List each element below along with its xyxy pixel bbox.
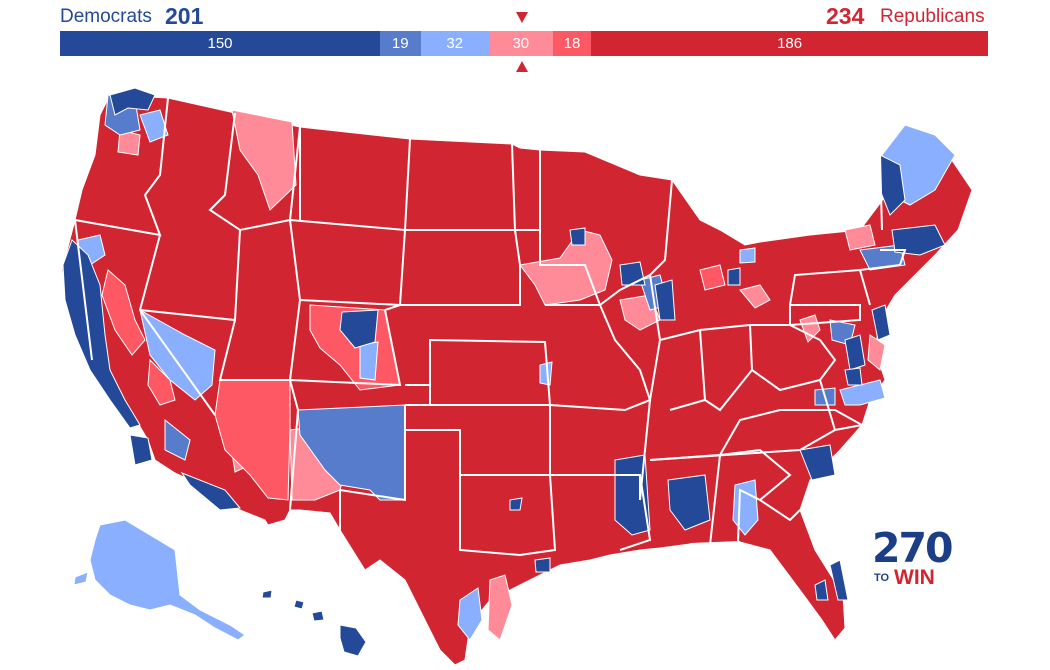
- district-region[interactable]: [867, 334, 886, 371]
- district-region[interactable]: [534, 557, 551, 573]
- district-region[interactable]: [139, 109, 169, 143]
- district-region[interactable]: [844, 334, 866, 371]
- district-region[interactable]: [129, 434, 153, 466]
- seat-segment-likely-rep: 18: [552, 31, 592, 56]
- district-region[interactable]: [569, 227, 586, 246]
- district-region[interactable]: [231, 109, 297, 211]
- district-region[interactable]: [101, 269, 146, 356]
- district-region[interactable]: [799, 444, 836, 481]
- district-region[interactable]: [180, 471, 241, 511]
- district-region[interactable]: [164, 418, 191, 461]
- state-hawaii[interactable]: [261, 589, 273, 599]
- district-region[interactable]: [457, 587, 483, 641]
- district-region[interactable]: [339, 624, 367, 657]
- democrats-label: Democrats: [60, 6, 152, 27]
- seat-segment-leans-dem: 32: [420, 31, 489, 56]
- democrats-total: 201: [165, 3, 204, 29]
- district-region[interactable]: [214, 379, 291, 501]
- seat-count-bar: 150 19 32 30 18 186: [60, 31, 988, 56]
- seat-segment-safe-rep: 186: [591, 31, 988, 56]
- district-region[interactable]: [339, 309, 379, 349]
- district-region[interactable]: [359, 341, 379, 381]
- district-region[interactable]: [859, 244, 906, 271]
- district-region[interactable]: [739, 284, 771, 309]
- district-region[interactable]: [829, 559, 849, 601]
- district-region[interactable]: [654, 279, 676, 321]
- seat-segment-likely-dem: 19: [380, 31, 421, 56]
- district-region[interactable]: [844, 224, 876, 251]
- district-region[interactable]: [117, 129, 141, 156]
- republicans-label: Republicans: [880, 6, 985, 27]
- us-house-map[interactable]: [0, 80, 1050, 670]
- majority-marker-top-icon: [516, 12, 528, 23]
- district-region[interactable]: [839, 379, 886, 406]
- logo-number: 270: [872, 524, 954, 572]
- district-region[interactable]: [509, 497, 523, 511]
- district-region[interactable]: [73, 571, 89, 586]
- district-region[interactable]: [814, 579, 829, 601]
- district-region[interactable]: [799, 314, 821, 343]
- district-region[interactable]: [519, 229, 613, 306]
- district-region[interactable]: [871, 304, 891, 341]
- district-region[interactable]: [139, 309, 216, 401]
- district-region[interactable]: [147, 358, 176, 406]
- district-region[interactable]: [614, 454, 651, 536]
- seat-segment-safe-dem: 150: [60, 31, 380, 56]
- district-region[interactable]: [844, 367, 863, 386]
- district-region[interactable]: [539, 361, 553, 386]
- district-region[interactable]: [739, 247, 756, 264]
- 270towin-logo[interactable]: 270 TO WIN: [872, 528, 954, 590]
- district-region[interactable]: [667, 474, 711, 531]
- district-region[interactable]: [293, 599, 305, 610]
- seat-segment-leans-rep: 30: [488, 31, 553, 56]
- district-region[interactable]: [891, 224, 946, 256]
- district-region[interactable]: [109, 87, 156, 116]
- header: Democrats 201 234 Republicans: [0, 0, 1050, 72]
- district-region[interactable]: [699, 264, 726, 291]
- state-alaska[interactable]: [89, 519, 246, 641]
- republicans-total: 234: [826, 3, 865, 29]
- majority-marker-bottom-icon: [516, 61, 528, 72]
- district-region[interactable]: [727, 267, 741, 286]
- district-region[interactable]: [311, 610, 325, 622]
- district-region[interactable]: [487, 574, 513, 641]
- district-region[interactable]: [619, 261, 646, 286]
- logo-win: WIN: [894, 566, 935, 589]
- logo-to: TO: [874, 572, 890, 584]
